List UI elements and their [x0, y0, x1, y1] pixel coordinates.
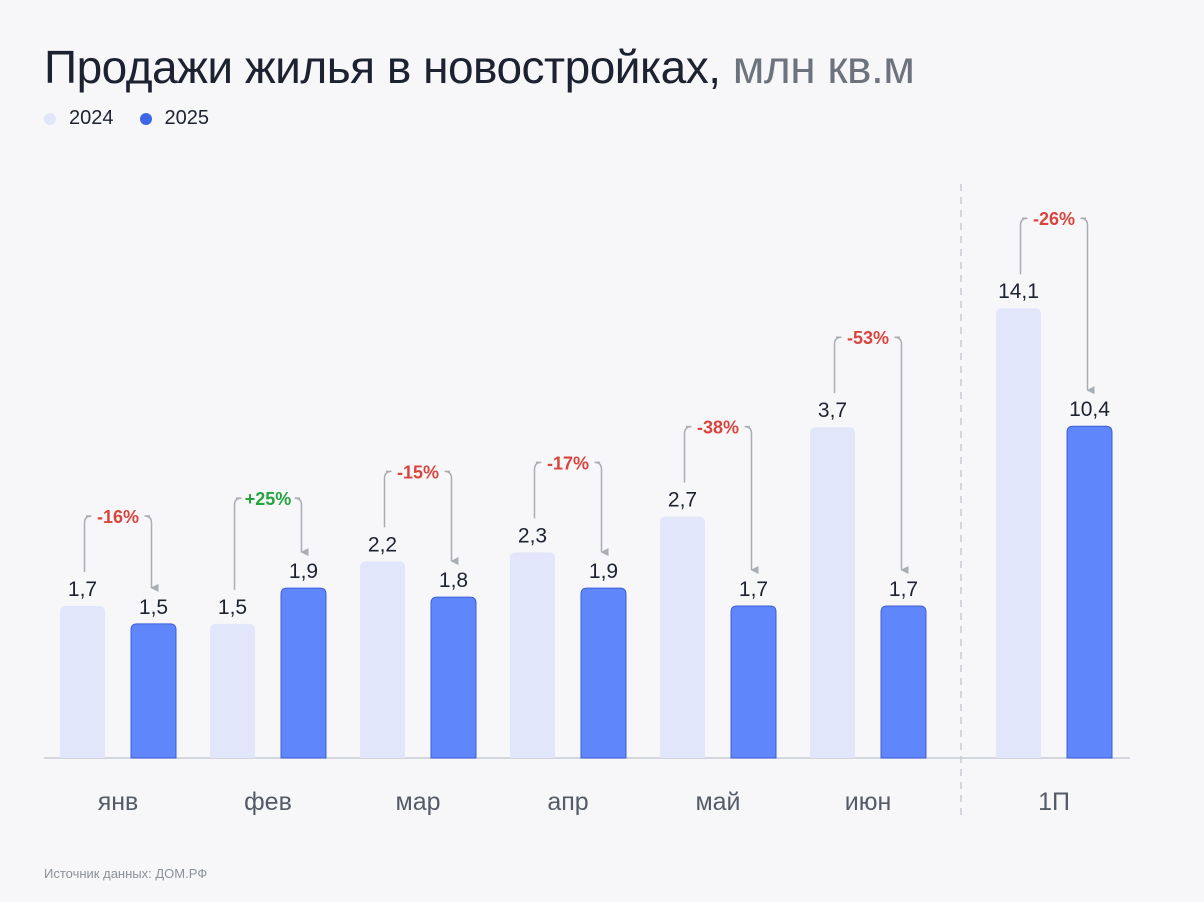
source-note: Источник данных: ДОМ.РФ	[44, 866, 208, 881]
bar-2024-май	[660, 516, 705, 758]
category-label-июн: июн	[845, 788, 892, 816]
value-label-2024-май: 2,7	[668, 489, 697, 512]
value-label-2024-1П: 14,1	[998, 280, 1039, 303]
change-bracket-left-май	[683, 425, 692, 483]
category-label-1П: 1П	[1038, 788, 1070, 816]
legend-dot-2024	[44, 112, 56, 125]
change-bracket-left-фев	[233, 497, 242, 590]
change-label-май: -38%	[697, 418, 739, 438]
change-bracket-right-июн	[894, 336, 909, 575]
bar-2025-янв	[130, 623, 177, 759]
change-bracket-right-апр	[594, 461, 609, 557]
value-label-2024-мар: 2,2	[368, 533, 397, 556]
category-label-мар: мар	[396, 788, 441, 816]
change-bracket-left-июн	[833, 336, 842, 394]
value-label-2025-мар: 1,8	[439, 569, 468, 592]
category-label-янв: янв	[98, 788, 139, 816]
legend-label-2024: 2024	[69, 107, 114, 129]
value-label-2025-янв: 1,5	[139, 596, 168, 619]
category-label-май: май	[695, 788, 740, 816]
legend-label-2025: 2025	[164, 107, 210, 129]
legend-item-2025: 2025	[139, 107, 210, 130]
change-label-апр: -17%	[547, 453, 589, 473]
change-label-мар: -15%	[397, 462, 439, 482]
title-unit: млн кв.м	[732, 41, 915, 93]
bar-2025-май	[730, 605, 777, 759]
bar-2024-1П	[996, 308, 1041, 758]
bar-2024-янв	[60, 606, 105, 758]
value-label-2024-июн: 3,7	[818, 399, 847, 422]
change-label-янв: -16%	[97, 507, 139, 527]
bar-2025-1П	[1066, 425, 1113, 759]
value-label-2025-июн: 1,7	[889, 578, 918, 601]
bar-2025-фев	[280, 587, 327, 759]
change-label-июн: -53%	[847, 328, 889, 348]
bar-2025-июн	[880, 605, 927, 759]
value-label-2024-фев: 1,5	[218, 596, 247, 619]
bar-2024-июн	[810, 427, 855, 758]
bar-2025-апр	[580, 587, 627, 759]
change-label-1П: -26%	[1033, 209, 1075, 229]
change-bracket-left-апр	[533, 461, 542, 519]
value-label-2025-1П: 10,4	[1069, 398, 1110, 421]
change-bracket-right-фев	[294, 497, 309, 557]
chart-title: Продажи жилья в новостройках, млн кв.м	[44, 40, 915, 94]
change-bracket-left-янв	[83, 515, 92, 573]
value-label-2025-май: 1,7	[739, 578, 768, 601]
title-main: Продажи жилья в новостройках,	[44, 41, 721, 93]
legend-dot-2025	[139, 112, 152, 125]
legend-item-2024: 2024	[44, 107, 114, 130]
category-label-фев: фев	[244, 788, 292, 816]
value-label-2024-янв: 1,7	[68, 578, 97, 601]
change-bracket-left-мар	[383, 470, 392, 528]
value-label-2025-апр: 1,9	[589, 560, 618, 583]
bar-2025-мар	[430, 596, 477, 759]
bar-2024-апр	[510, 552, 555, 758]
value-label-2024-апр: 2,3	[518, 524, 547, 547]
bar-2024-мар	[360, 561, 405, 758]
change-bracket-left-1П	[1019, 217, 1028, 275]
change-label-фев: +25%	[245, 489, 292, 509]
bar-2024-фев	[210, 623, 255, 758]
legend: 2024 2025	[44, 107, 235, 130]
change-bracket-right-1П	[1080, 217, 1095, 395]
value-label-2025-фев: 1,9	[289, 560, 318, 583]
category-label-апр: апр	[547, 788, 588, 816]
change-bracket-right-май	[744, 425, 759, 575]
change-bracket-right-янв	[144, 515, 159, 592]
change-bracket-right-мар	[444, 470, 459, 566]
